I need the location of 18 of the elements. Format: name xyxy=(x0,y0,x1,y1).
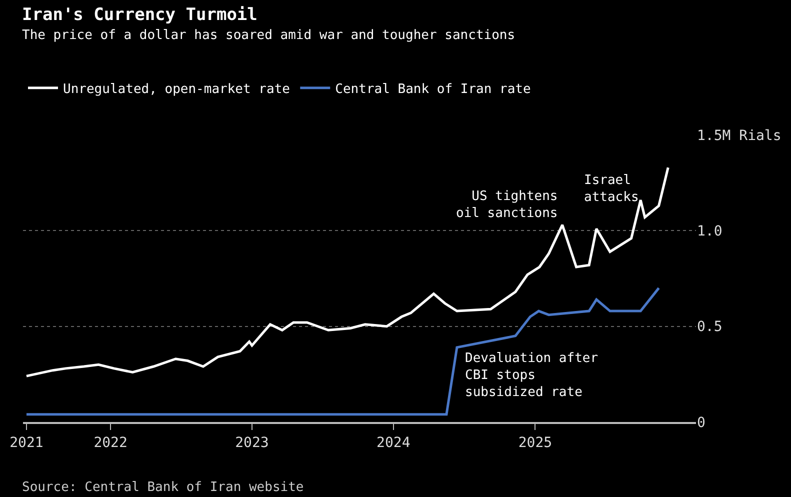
x-tick-label: 2022 xyxy=(94,434,128,451)
y-tick-label: 0 xyxy=(697,414,706,431)
annotation: Israel attacks xyxy=(584,173,639,205)
x-tick-label: 2021 xyxy=(10,434,44,451)
legend-label: Central Bank of Iran rate xyxy=(335,82,531,97)
x-tick-label: 2024 xyxy=(376,434,410,451)
annotation: US tightens oil sanctions xyxy=(456,189,558,221)
y-tick-label: 1.5M Rials xyxy=(697,128,782,144)
y-tick-label: 0.5 xyxy=(697,319,722,336)
y-tick-label: 1.0 xyxy=(697,224,722,240)
legend-label: Unregulated, open-market rate xyxy=(63,82,290,97)
source-note: Source: Central Bank of Iran website xyxy=(22,480,304,495)
x-tick-label: 2023 xyxy=(235,434,269,451)
annotation: Devaluation after CBI stops subsidized rate xyxy=(465,351,598,400)
chart-title: Iran's Currency Turmoil xyxy=(22,5,258,25)
chart-subtitle: The price of a dollar has soared amid war and tougher sanctions xyxy=(22,28,516,43)
line-series xyxy=(25,286,660,416)
x-tick-label: 2025 xyxy=(518,434,552,451)
